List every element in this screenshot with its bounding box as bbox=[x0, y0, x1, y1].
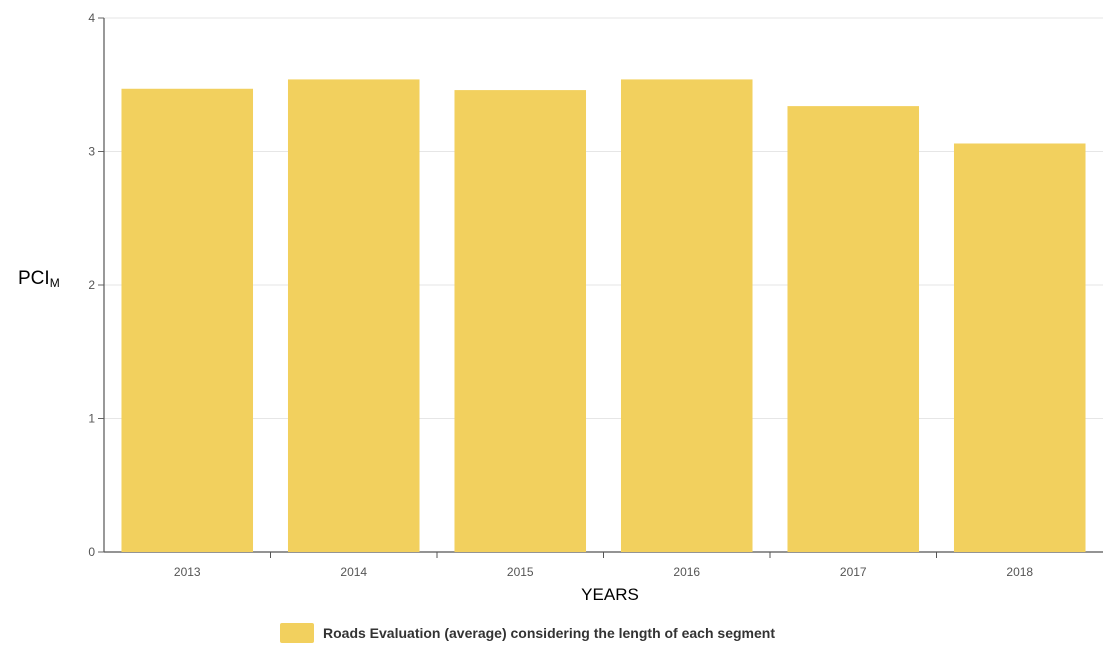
legend-swatch bbox=[280, 623, 314, 643]
x-tick-label: 2015 bbox=[507, 565, 534, 579]
bar-2014 bbox=[287, 79, 420, 552]
y-tick-label: 3 bbox=[88, 145, 95, 159]
y-axis-title: PCIM bbox=[18, 268, 60, 290]
bar-2016 bbox=[620, 79, 753, 552]
y-tick-label: 2 bbox=[88, 278, 95, 292]
x-tick-label: 2016 bbox=[673, 565, 700, 579]
bar-2013 bbox=[121, 88, 254, 552]
y-tick-label: 0 bbox=[88, 545, 95, 559]
x-tick-label: 2013 bbox=[174, 565, 201, 579]
bar-chart: 0 1 2 3 4 2013 2014 2015 2016 2017 2018 bbox=[88, 11, 1103, 579]
y-axis-title-subscript: M bbox=[49, 276, 60, 290]
bar-2018 bbox=[953, 143, 1086, 553]
y-tick-label: 1 bbox=[88, 412, 95, 426]
x-tick-label: 2017 bbox=[840, 565, 867, 579]
y-tick-label: 4 bbox=[88, 11, 95, 25]
bar-2015 bbox=[454, 90, 587, 552]
x-axis-title: YEARS bbox=[581, 585, 639, 604]
x-tick-label: 2018 bbox=[1006, 565, 1033, 579]
x-tick-label: 2014 bbox=[340, 565, 367, 579]
legend[interactable]: Roads Evaluation (average) considering t… bbox=[280, 623, 775, 643]
legend-label: Roads Evaluation (average) considering t… bbox=[323, 625, 775, 641]
bar-2017 bbox=[787, 106, 920, 553]
